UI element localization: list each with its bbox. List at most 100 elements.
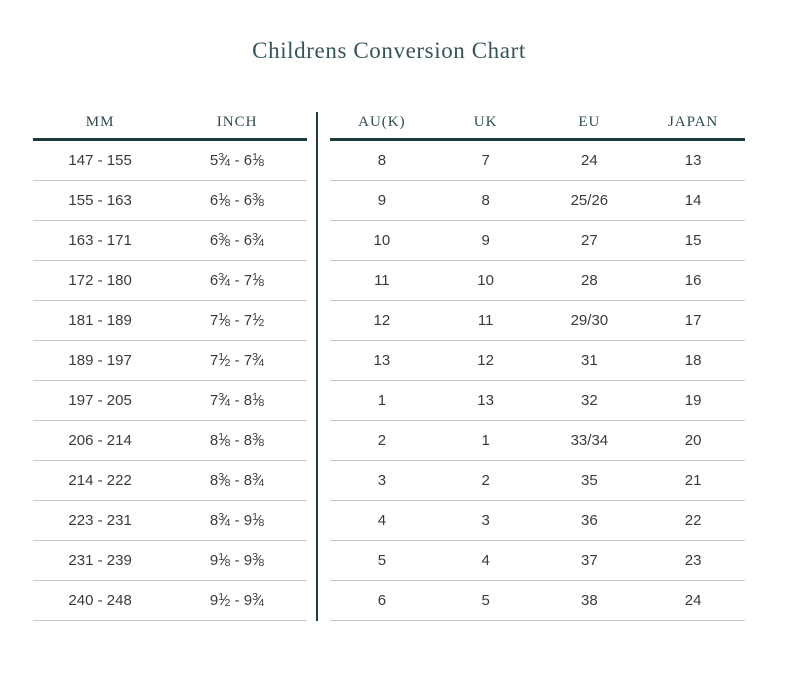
inch-range-cell: 81⁄8 - 83⁄8 — [209, 430, 265, 450]
inch-range-cell: 91⁄2 - 93⁄4 — [209, 590, 265, 610]
japan-size-cell: 20 — [684, 432, 702, 449]
column-header-au: AU(K) — [358, 114, 406, 130]
column-header-inch: INCH — [216, 114, 258, 130]
au-size-cell: 13 — [373, 352, 391, 369]
eu-size-cell: 29/30 — [570, 312, 609, 329]
table-row: 155 - 163 61⁄8 - 63⁄8 — [33, 181, 307, 221]
uk-size-cell: 13 — [477, 392, 494, 409]
uk-size-cell: 10 — [477, 272, 494, 289]
inch-range-cell: 83⁄4 - 91⁄8 — [209, 510, 265, 530]
au-size-cell: 9 — [377, 192, 387, 209]
au-size-cell: 12 — [373, 312, 391, 329]
japan-size-cell: 18 — [684, 352, 702, 369]
vertical-divider-line — [316, 112, 318, 621]
column-header-japan: JAPAN — [667, 114, 719, 130]
column-header-mm: MM — [85, 114, 115, 130]
column-header-uk: UK — [473, 114, 498, 130]
eu-size-cell: 25/26 — [570, 192, 609, 209]
table-row: 214 - 222 83⁄8 - 83⁄4 — [33, 461, 307, 501]
au-size-cell: 4 — [377, 512, 387, 529]
table-row: 181 - 189 71⁄8 - 71⁄2 — [33, 301, 307, 341]
mm-range-cell: 206 - 214 — [68, 432, 132, 449]
uk-size-cell: 3 — [481, 512, 490, 529]
eu-size-cell: 38 — [581, 592, 598, 609]
mm-range-cell: 172 - 180 — [68, 272, 132, 289]
table-row: 8 7 24 13 — [330, 141, 745, 181]
eu-size-cell: 27 — [581, 232, 598, 249]
table-row: 172 - 180 63⁄4 - 71⁄8 — [33, 261, 307, 301]
japan-size-cell: 23 — [684, 552, 702, 569]
au-size-cell: 11 — [374, 272, 390, 289]
japan-size-cell: 16 — [684, 272, 702, 289]
uk-size-cell: 8 — [481, 192, 490, 209]
uk-size-cell: 4 — [481, 552, 490, 569]
au-size-cell: 10 — [373, 232, 391, 249]
table-row: 4 3 36 22 — [330, 501, 745, 541]
mm-range-cell: 231 - 239 — [68, 552, 132, 569]
japan-size-cell: 24 — [684, 592, 702, 609]
table-row: 13 12 31 18 — [330, 341, 745, 381]
japan-size-cell: 19 — [684, 392, 702, 409]
page-title: Childrens Conversion Chart — [252, 38, 526, 63]
japan-size-cell: 22 — [684, 512, 702, 529]
size-guide-page: Childrens Conversion Chart MM INCH 147 -… — [0, 38, 801, 621]
eu-size-cell: 32 — [581, 392, 598, 409]
uk-size-cell: 1 — [481, 432, 490, 449]
mm-range-cell: 223 - 231 — [68, 512, 132, 529]
japan-size-cell: 15 — [684, 232, 702, 249]
inch-range-cell: 71⁄8 - 71⁄2 — [209, 310, 265, 330]
au-size-cell: 1 — [377, 392, 387, 409]
table-row: 147 - 155 53⁄4 - 61⁄8 — [33, 141, 307, 181]
inch-range-cell: 73⁄4 - 81⁄8 — [209, 390, 265, 410]
uk-size-cell: 12 — [477, 352, 494, 369]
inch-range-cell: 83⁄8 - 83⁄4 — [209, 470, 265, 490]
measurement-table: MM INCH 147 - 155 53⁄4 - 61⁄8 155 - 163 61⁄… — [33, 106, 307, 621]
eu-size-cell: 28 — [581, 272, 598, 289]
mm-range-cell: 163 - 171 — [68, 232, 132, 249]
au-size-cell: 3 — [377, 472, 387, 489]
table-row: 231 - 239 91⁄8 - 93⁄8 — [33, 541, 307, 581]
uk-size-cell: 7 — [481, 152, 490, 169]
mm-range-cell: 181 - 189 — [68, 312, 132, 329]
mm-range-cell: 147 - 155 — [68, 152, 132, 169]
inch-range-cell: 53⁄4 - 61⁄8 — [209, 150, 265, 170]
au-size-cell: 2 — [377, 432, 387, 449]
table-row: 9 8 25/26 14 — [330, 181, 745, 221]
eu-size-cell: 36 — [581, 512, 598, 529]
table-row: 2 1 33/34 20 — [330, 421, 745, 461]
inch-range-cell: 91⁄8 - 93⁄8 — [209, 550, 265, 570]
table-row: 11 10 28 16 — [330, 261, 745, 301]
japan-size-cell: 17 — [684, 312, 702, 329]
mm-range-cell: 155 - 163 — [68, 192, 132, 209]
mm-range-cell: 189 - 197 — [68, 352, 132, 369]
uk-size-cell: 5 — [481, 592, 490, 609]
inch-range-cell: 63⁄4 - 71⁄8 — [209, 270, 265, 290]
table-row: 206 - 214 81⁄8 - 83⁄8 — [33, 421, 307, 461]
table-row: 3 2 35 21 — [330, 461, 745, 501]
mm-range-cell: 214 - 222 — [68, 472, 132, 489]
uk-size-cell: 9 — [481, 232, 490, 249]
table-row: 6 5 38 24 — [330, 581, 745, 621]
column-header-eu: EU — [578, 114, 601, 130]
sizes-header-row: AU(K) UK EU JAPAN — [330, 106, 745, 141]
mm-range-cell: 240 - 248 — [68, 592, 132, 609]
japan-size-cell: 13 — [684, 152, 702, 169]
table-row: 5 4 37 23 — [330, 541, 745, 581]
inch-range-cell: 71⁄2 - 73⁄4 — [209, 350, 265, 370]
sizes-table-body: 8 7 24 13 9 8 25/26 14 10 9 27 15 11 10 28 16 12 11 29/30 1… — [330, 141, 745, 621]
eu-size-cell: 35 — [581, 472, 598, 489]
eu-size-cell: 33/34 — [570, 432, 609, 449]
measurement-header-row: MM INCH — [33, 106, 307, 141]
conversion-table: MM INCH 147 - 155 53⁄4 - 61⁄8 155 - 163 61⁄… — [33, 106, 745, 621]
au-size-cell: 5 — [377, 552, 387, 569]
au-size-cell: 6 — [377, 592, 387, 609]
table-row: 240 - 248 91⁄2 - 93⁄4 — [33, 581, 307, 621]
uk-size-cell: 2 — [481, 472, 490, 489]
eu-size-cell: 31 — [581, 352, 598, 369]
japan-size-cell: 14 — [684, 192, 702, 209]
japan-size-cell: 21 — [684, 472, 702, 489]
table-row: 1 13 32 19 — [330, 381, 745, 421]
sizes-table: AU(K) UK EU JAPAN 8 7 24 13 9 8 25/26 14 10 9 27 15… — [330, 106, 745, 621]
table-row: 189 - 197 71⁄2 - 73⁄4 — [33, 341, 307, 381]
inch-range-cell: 61⁄8 - 63⁄8 — [209, 190, 265, 210]
